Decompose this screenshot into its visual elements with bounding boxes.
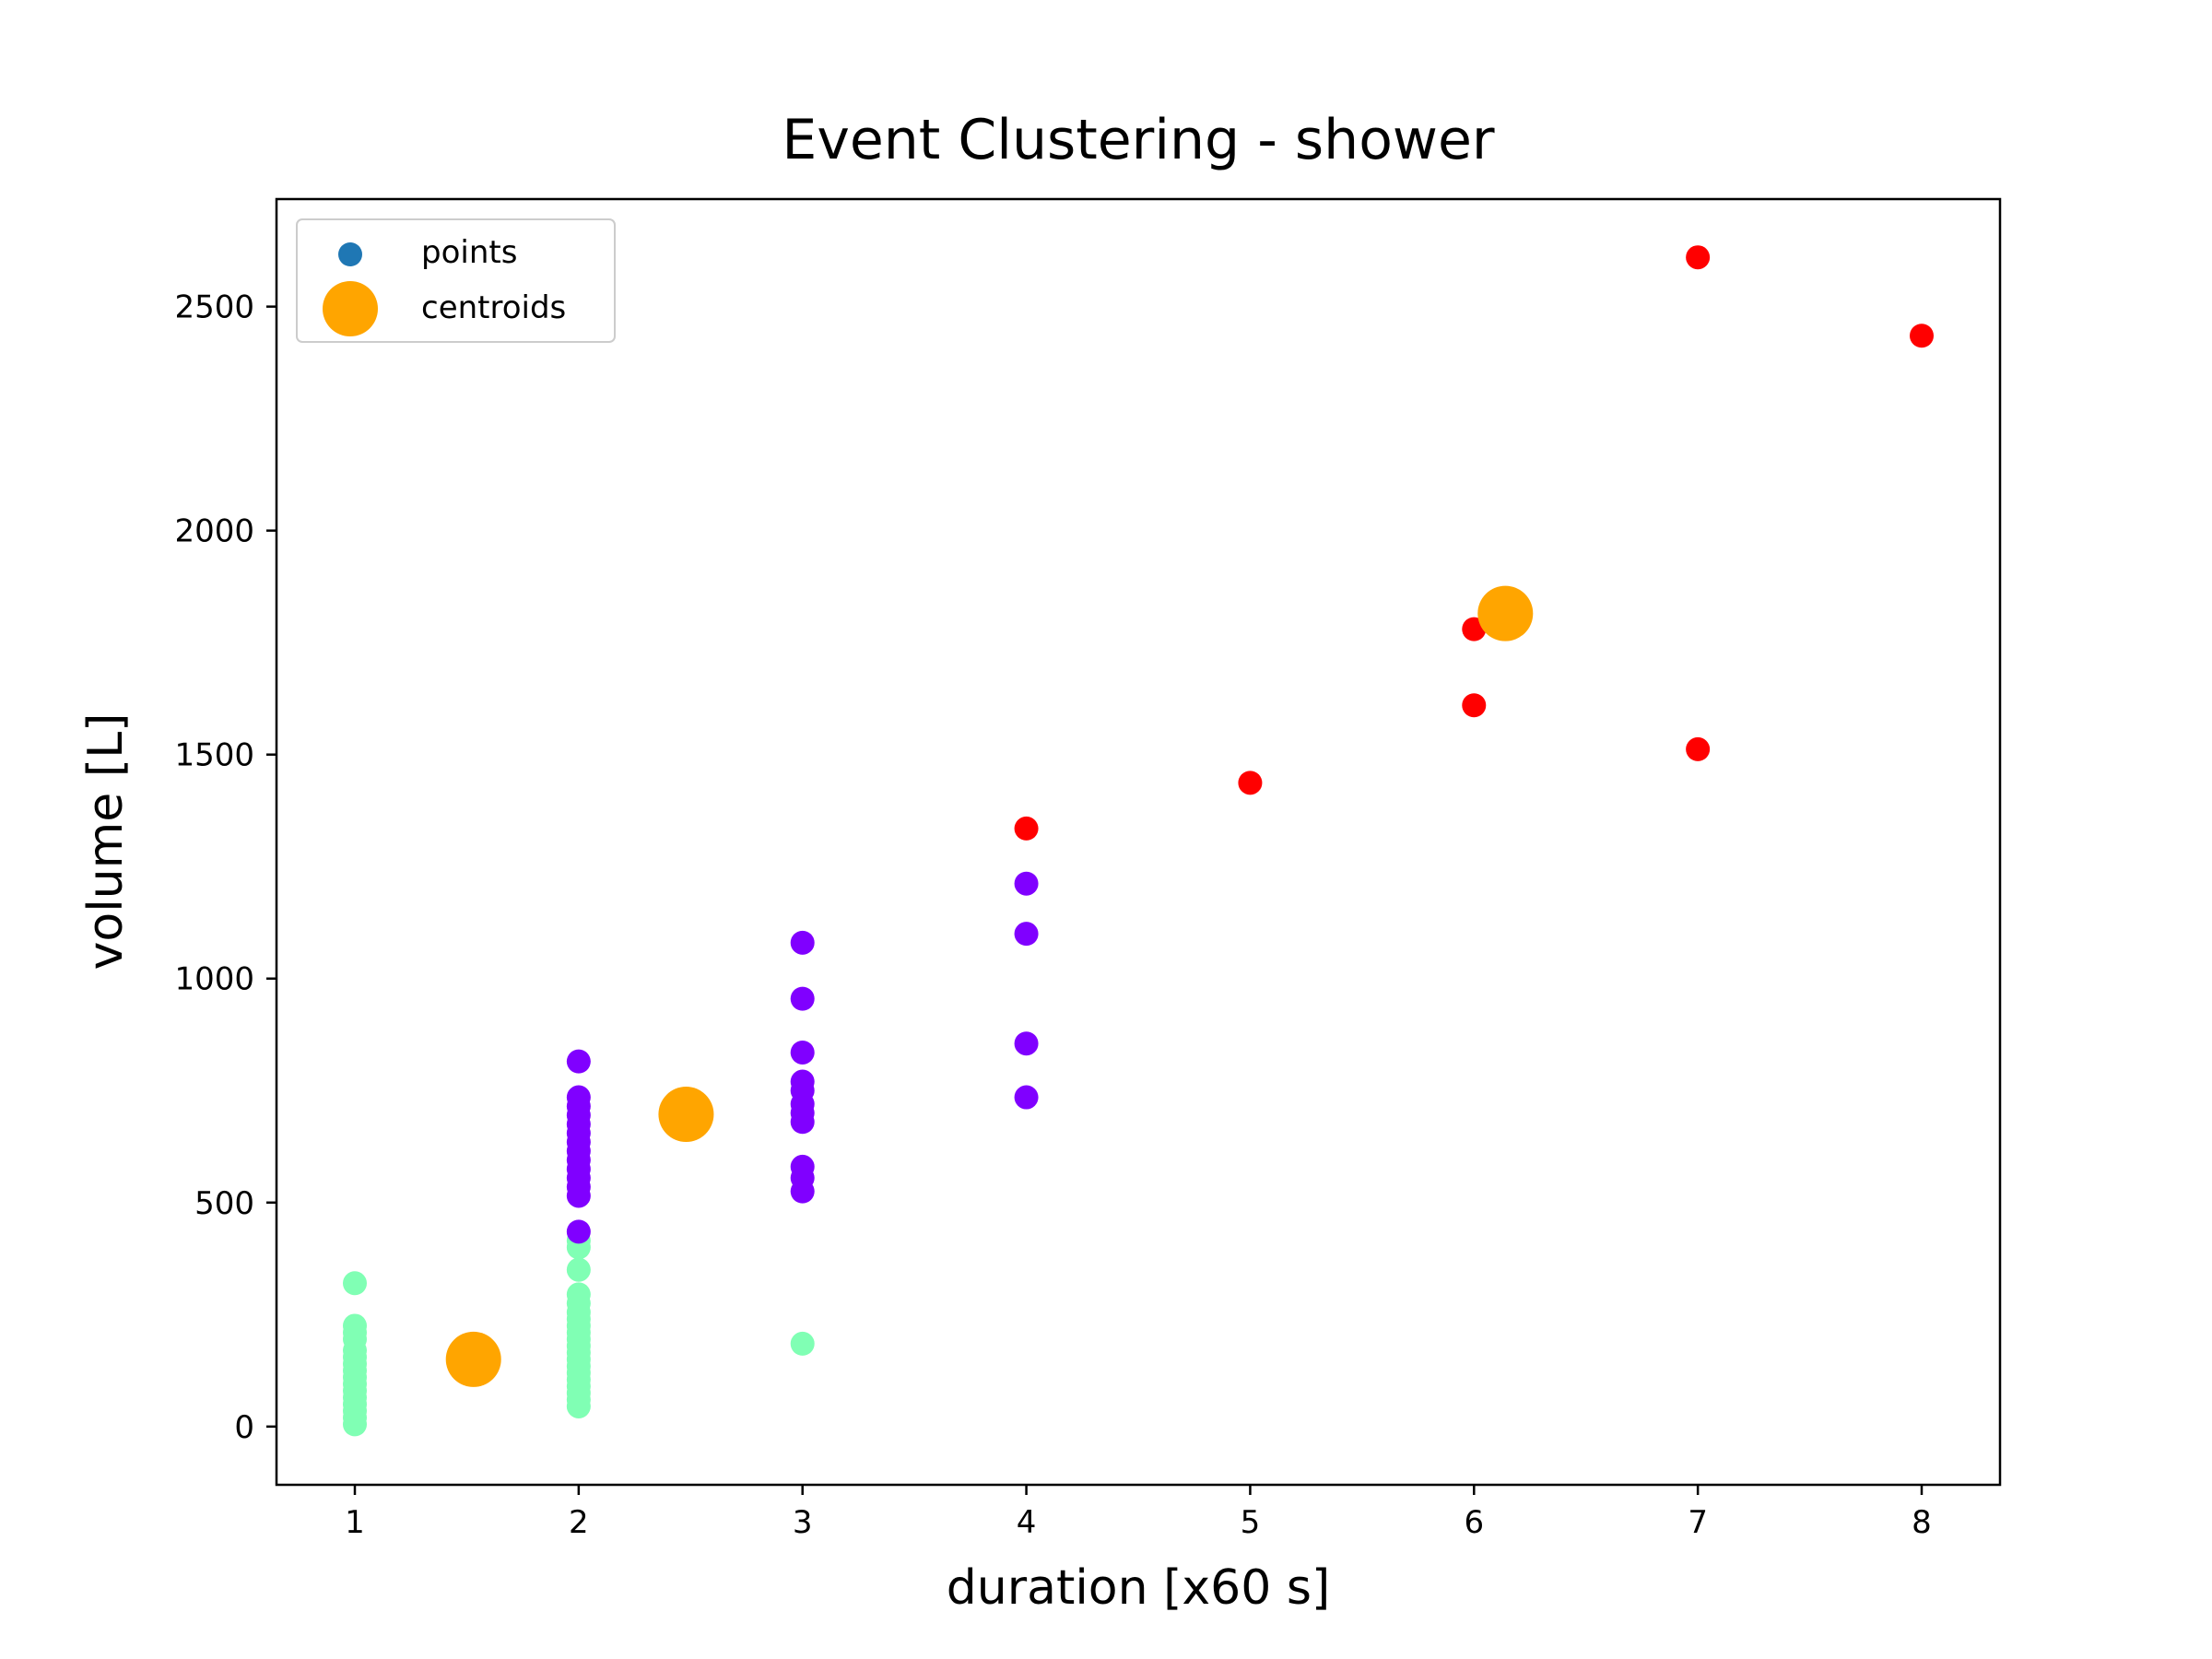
data-point — [1462, 693, 1487, 718]
data-point — [790, 1040, 815, 1065]
x-tick-label: 5 — [1241, 1504, 1261, 1541]
data-point — [1910, 324, 1934, 348]
data-point — [790, 1331, 815, 1356]
legend-points-label: points — [421, 234, 517, 271]
legend: points centroids — [296, 218, 616, 343]
data-point — [343, 1271, 367, 1296]
y-tick-label: 500 — [194, 1185, 254, 1222]
y-tick-label: 2500 — [174, 289, 254, 326]
x-tick-label: 3 — [793, 1504, 813, 1541]
y-tick-label: 1000 — [174, 961, 254, 998]
data-point — [566, 1257, 591, 1282]
ticks-layer: 1 2 3 4 5 6 7 8 0 500 1000 1500 2000 2500 — [174, 289, 1931, 1541]
x-tick-label: 8 — [1912, 1504, 1932, 1541]
data-point — [1014, 1031, 1039, 1056]
data-point — [1238, 771, 1263, 795]
x-tick-label: 1 — [345, 1504, 365, 1541]
data-point — [1014, 1085, 1039, 1110]
data-point — [1014, 922, 1039, 947]
y-tick-label: 1500 — [174, 737, 254, 774]
data-point — [566, 1049, 591, 1074]
data-point — [790, 930, 815, 955]
data-point — [1686, 245, 1711, 270]
data-point — [790, 986, 815, 1011]
x-axis-label: duration [x60 s] — [947, 1560, 1330, 1616]
x-tick-label: 2 — [569, 1504, 589, 1541]
x-tick-label: 7 — [1688, 1504, 1708, 1541]
legend-centroids-marker — [323, 281, 378, 336]
centroid-point — [445, 1331, 501, 1387]
data-point — [1014, 816, 1039, 841]
y-tick-label: 2000 — [174, 513, 254, 550]
centroid-point — [658, 1087, 714, 1143]
data-point — [790, 1110, 815, 1135]
data-point — [1014, 871, 1039, 896]
centroid-point — [1477, 585, 1534, 641]
plot-area-frame — [275, 197, 2002, 1487]
data-point — [343, 1412, 367, 1437]
legend-centroids-label: centroids — [421, 289, 566, 326]
centroids-layer — [445, 585, 1534, 1387]
data-point — [790, 1179, 815, 1204]
x-tick-label: 4 — [1017, 1504, 1037, 1541]
chart-title: Event Clustering - shower — [782, 108, 1494, 172]
data-point — [566, 1394, 591, 1418]
points-layer — [343, 245, 1934, 1437]
y-tick-label: 0 — [234, 1409, 254, 1446]
data-point — [566, 1219, 591, 1244]
data-point — [566, 1183, 591, 1208]
x-tick-label: 6 — [1464, 1504, 1484, 1541]
data-point — [1686, 736, 1711, 761]
legend-points-marker — [338, 242, 362, 266]
y-axis-label: volume [L] — [78, 713, 134, 971]
